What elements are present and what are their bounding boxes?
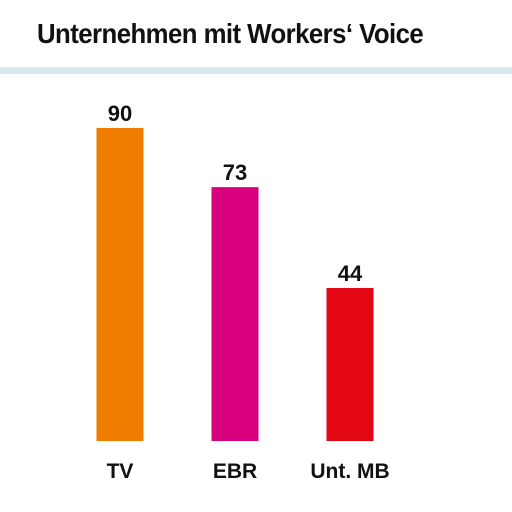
bar-2 <box>326 287 374 441</box>
bar-0 <box>96 128 144 441</box>
bar-1 <box>211 187 259 441</box>
bar-value-label-0: 90 <box>108 101 132 126</box>
bar-value-label-1: 73 <box>223 160 247 185</box>
bar-value-label-2: 44 <box>338 261 363 286</box>
chart-title: Unternehmen mit Workers‘ Voice <box>37 18 424 49</box>
category-label-1: EBR <box>213 460 257 483</box>
title-divider <box>0 67 512 74</box>
category-label-0: TV <box>107 460 134 483</box>
category-label-2: Unt. MB <box>310 460 389 483</box>
